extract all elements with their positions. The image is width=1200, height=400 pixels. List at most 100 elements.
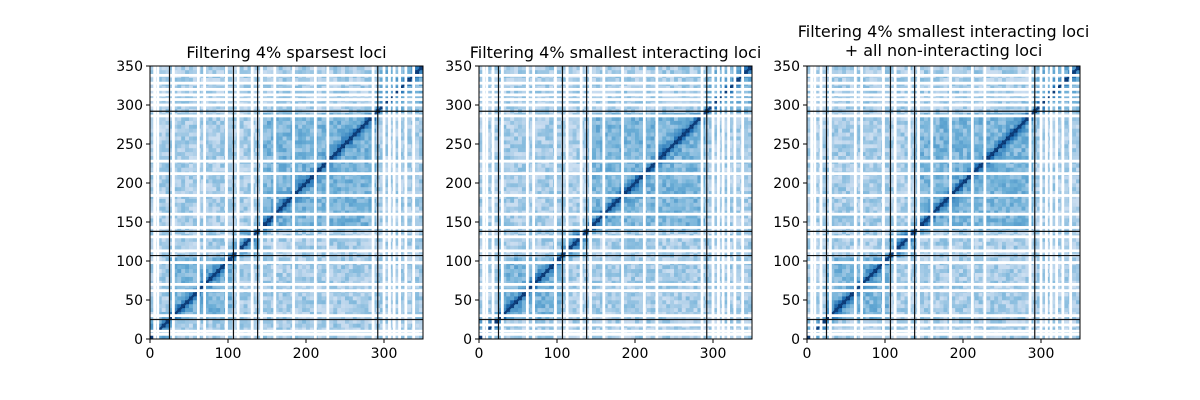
heatmap-cell [263, 237, 268, 242]
heatmap-cell [352, 163, 357, 168]
heatmap-cell [181, 140, 186, 145]
heatmap-cell [204, 257, 209, 262]
heatmap-cell [243, 292, 248, 297]
heatmap-cell [286, 186, 291, 192]
heatmap-cell [278, 77, 283, 82]
heatmap-cell [157, 206, 162, 211]
heatmap-cell [329, 140, 334, 145]
heatmap-cell [419, 120, 423, 125]
heatmap-cell [309, 155, 315, 160]
heatmap-cell [415, 272, 420, 277]
heatmap-cell [267, 167, 272, 172]
heatmap-cell [239, 280, 244, 285]
heatmap-cell [247, 147, 252, 153]
heatmap-cell [150, 69, 155, 75]
heatmap-cell [348, 214, 354, 219]
heatmap-cell [306, 307, 311, 312]
heatmap-cell [337, 128, 342, 133]
heatmap-cell [263, 85, 268, 90]
heatmap-cell [204, 222, 209, 227]
heatmap-cell [360, 128, 365, 133]
heatmap-cell [298, 175, 303, 180]
heatmap-cell [200, 77, 205, 82]
heatmap-cell [309, 136, 315, 141]
heatmap-cell [341, 155, 346, 160]
heatmap-cell [337, 276, 342, 281]
heatmap-cell [352, 167, 357, 172]
heatmap-cell [173, 327, 178, 332]
heatmap-cell [352, 136, 357, 141]
heatmap-cell [278, 167, 283, 172]
heatmap-cell [204, 69, 209, 75]
heatmap-cell [306, 190, 311, 195]
heatmap-cell [321, 190, 326, 195]
heatmap-cell [345, 85, 350, 90]
heatmap-cell [177, 241, 182, 246]
heatmap-cell [263, 245, 268, 250]
filtered-band-column [392, 66, 396, 339]
heatmap-cell [317, 268, 322, 273]
heatmap-cell [173, 284, 178, 289]
heatmap-cell [333, 77, 338, 82]
heatmap-cell [192, 315, 198, 320]
heatmap-cell [298, 300, 303, 305]
heatmap-cell [399, 128, 404, 133]
heatmap-cell [329, 268, 334, 273]
heatmap-cell [208, 128, 213, 133]
heatmap-cell [384, 241, 389, 246]
heatmap-cell [317, 335, 322, 339]
heatmap-cell [247, 303, 252, 309]
heatmap-cell [302, 120, 307, 125]
heatmap-cell [341, 206, 346, 211]
heatmap-cell [270, 167, 276, 172]
heatmap-cell [212, 85, 217, 90]
heatmap-cell [165, 237, 170, 242]
heatmap-cell [333, 268, 338, 273]
heatmap-cell [395, 69, 400, 75]
heatmap-cell [419, 116, 423, 121]
heatmap-cell [212, 128, 217, 133]
heatmap-cell [306, 198, 311, 203]
heatmap-cell [200, 128, 205, 133]
heatmap-cell [212, 284, 217, 289]
heatmap-cell [181, 69, 186, 75]
heatmap-cell [306, 124, 311, 129]
heatmap-cell [267, 163, 272, 168]
heatmap-cell [360, 85, 365, 90]
heatmap-cell [364, 124, 369, 129]
heatmap-cell [395, 296, 400, 301]
heatmap-cell [204, 241, 209, 246]
heatmap-cell [407, 124, 412, 129]
heatmap-cell [341, 140, 346, 145]
heatmap-cell [360, 292, 365, 297]
heatmap-cell [212, 89, 217, 94]
heatmap-cell [352, 101, 357, 106]
heatmap-cell [165, 147, 170, 153]
heatmap-cell [329, 179, 334, 184]
heatmap-cell [278, 198, 283, 203]
heatmap-cell [399, 116, 404, 121]
filtered-band-column [203, 66, 206, 339]
heatmap-cell [348, 190, 354, 195]
heatmap-cell [181, 179, 186, 184]
heatmap-cell [419, 296, 423, 301]
heatmap-cell [317, 155, 322, 160]
heatmap-cell [302, 284, 307, 289]
heatmap-cell [415, 296, 420, 301]
heatmap-cell [200, 300, 205, 305]
heatmap-cell [337, 183, 342, 188]
heatmap-cell [212, 292, 217, 297]
heatmap-cell [263, 190, 268, 195]
heatmap-cell [239, 319, 244, 324]
heatmap-cell [317, 105, 322, 110]
heatmap-cell [368, 124, 373, 129]
heatmap-cell [200, 323, 205, 328]
heatmap-cell [368, 175, 373, 180]
heatmap-cell [220, 77, 225, 82]
heatmap-cell [220, 186, 225, 192]
heatmap-cell [282, 151, 287, 156]
heatmap-cell [360, 327, 365, 332]
heatmap-cell [270, 155, 276, 160]
heatmap-cell [263, 128, 268, 133]
heatmap-cell [399, 124, 404, 129]
